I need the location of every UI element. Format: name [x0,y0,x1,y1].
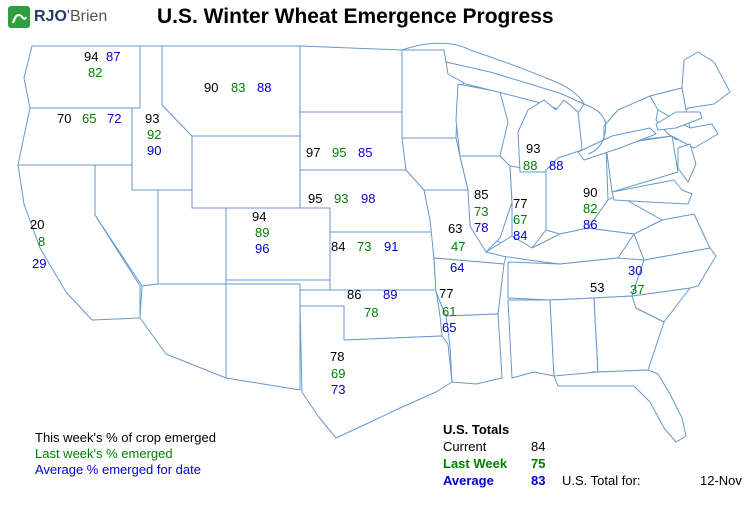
or-average-value: 72 [107,111,122,126]
co-last-week-value: 89 [255,225,270,240]
totals-average-value: 83 [531,473,546,488]
state-louisiana [445,313,503,385]
nc-average-value: 30 [628,263,643,278]
oh-average-value: 86 [583,217,598,232]
ca-current-value: 20 [30,217,45,232]
in-last-week-value: 67 [513,212,528,227]
brand-text-primary: RJO [34,8,67,25]
il-current-value: 85 [474,187,489,202]
ne-average-value: 98 [361,191,376,206]
sd-current-value: 97 [306,145,321,160]
totals-last-week-value: 75 [531,456,546,471]
ca-average-value: 29 [32,256,47,271]
co-current-value: 94 [252,209,267,224]
ks-average-value: 91 [384,239,399,254]
brand-text-secondary: 'Brien [66,8,108,25]
co-average-value: 96 [255,241,270,256]
lake-superior-shore [401,42,585,105]
mi-average-value: 88 [549,158,564,173]
sd-average-value: 85 [358,145,373,160]
state-maine [681,51,731,111]
legend-last-week: Last week's % emerged [35,446,173,461]
mt-current-value: 90 [204,80,219,95]
oh-last-week-value: 82 [583,201,598,216]
state-new-jersey [677,143,697,183]
state-texas [299,305,453,439]
state-florida [553,369,687,443]
total-for-date: 12-Nov [700,473,742,488]
ar-average-value: 65 [442,320,457,335]
totals-current-value: 84 [531,439,546,454]
nc-last-week-value: 37 [630,282,645,297]
state-illinois [459,155,513,253]
brand-text: RJO'Brien [34,8,107,26]
or-current-value: 70 [57,111,72,126]
mo-last-week-value: 47 [451,239,466,254]
ne-current-value: 95 [308,191,323,206]
mi-current-value: 93 [526,141,541,156]
wa-average-value: 87 [106,49,121,64]
id-current-value: 93 [145,111,160,126]
us-totals-heading: U.S. Totals [443,422,510,437]
ks-current-value: 84 [331,239,346,254]
ok-average-value: 89 [383,287,398,302]
sd-last-week-value: 95 [332,145,347,160]
state-mississippi [507,299,555,379]
state-new-mexico [225,283,301,391]
tx-last-week-value: 69 [331,366,346,381]
state-maryland-delaware [611,179,693,205]
legend-average: Average % emerged for date [35,462,201,477]
il-last-week-value: 73 [474,204,489,219]
lake-erie [577,127,657,161]
totals-current-label: Current [443,439,487,454]
mi-last-week-value: 88 [523,158,538,173]
mo-average-value: 64 [450,260,465,275]
brand: RJO'Brien [8,6,107,28]
or-last-week-value: 65 [82,111,97,126]
ok-current-value: 86 [347,287,362,302]
ar-current-value: 77 [439,286,454,301]
ok-last-week-value: 78 [364,305,379,320]
in-average-value: 84 [513,228,528,243]
lake-huron-shore [583,103,607,155]
rjo-logo-icon [8,6,30,28]
total-for-label: U.S. Total for: [562,473,641,488]
mt-average-value: 88 [257,80,272,95]
ca-last-week-value: 8 [38,234,46,249]
ks-last-week-value: 73 [357,239,372,254]
mo-current-value: 63 [448,221,463,236]
wa-last-week-value: 82 [88,65,103,80]
totals-average-label: Average [443,473,494,488]
il-average-value: 78 [474,220,489,235]
oh-current-value: 90 [583,185,598,200]
legend-current: This week's % of crop emerged [35,430,216,445]
state-pennsylvania [605,135,679,193]
mt-last-week-value: 83 [231,80,246,95]
lake-ontario [655,111,703,131]
ne-last-week-value: 93 [334,191,349,206]
in-current-value: 77 [513,196,528,211]
id-last-week-value: 92 [147,127,162,142]
tx-current-value: 78 [330,349,345,364]
nc-current-value: 53 [590,280,605,295]
ar-last-week-value: 61 [442,304,457,319]
totals-last-week-label: Last Week [443,456,508,471]
id-average-value: 90 [147,143,162,158]
tx-average-value: 73 [331,382,346,397]
page-title: U.S. Winter Wheat Emergence Progress [157,5,554,28]
wa-current-value: 94 [84,49,99,64]
state-west-virginia [587,193,663,235]
